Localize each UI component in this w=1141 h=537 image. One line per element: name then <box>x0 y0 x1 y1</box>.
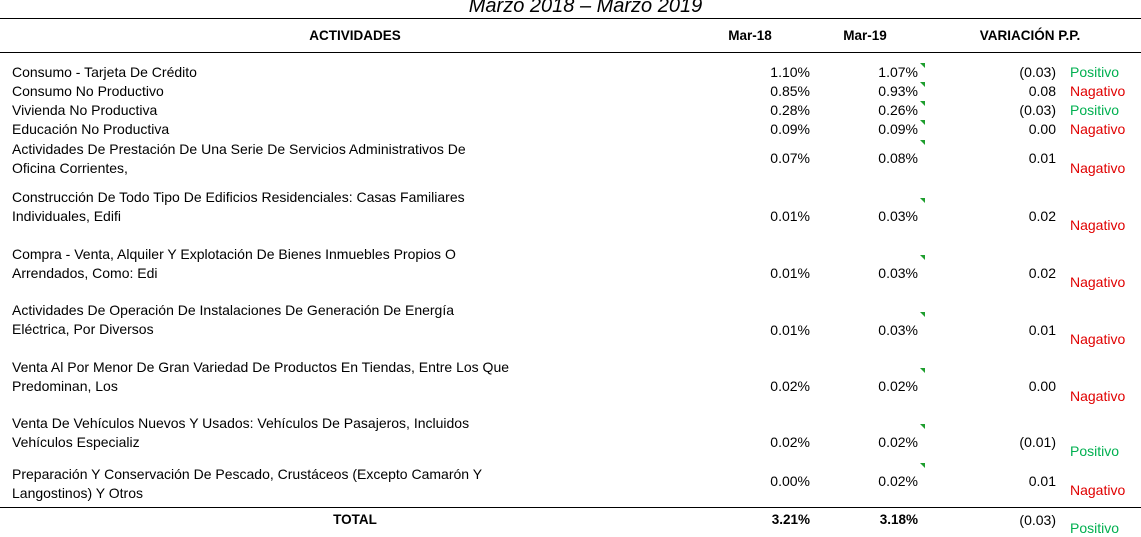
cell: 0.01 <box>1028 322 1056 338</box>
cell-marker <box>920 424 925 429</box>
cell: (0.03) <box>1019 102 1056 118</box>
cell-marker <box>920 463 925 468</box>
cell-marker <box>920 368 925 373</box>
activity: Consumo - Tarjeta De Crédito <box>12 64 197 80</box>
header-cell: ACTIVIDADES <box>309 28 401 43</box>
cell-marker <box>920 140 925 145</box>
activity: Predominan, Los <box>12 378 118 394</box>
cell-marker <box>920 120 925 125</box>
cell-marker <box>920 101 925 106</box>
cell: (0.01) <box>1019 434 1056 450</box>
cell: 0.00 <box>1028 378 1056 394</box>
status: Nagativo <box>1070 160 1126 176</box>
cell: 0.00% <box>770 473 810 489</box>
cell: 0.08 <box>1028 83 1056 99</box>
activity: Educación No Productiva <box>12 121 170 137</box>
rule <box>0 52 1141 53</box>
cell: 0.00 <box>1028 121 1056 137</box>
title: Marzo 2018 – Marzo 2019 <box>468 0 703 17</box>
header-cell: VARIACIÓN P.P. <box>979 28 1081 43</box>
status: Nagativo <box>1070 388 1126 404</box>
cell-marker <box>920 198 925 203</box>
cell-marker <box>920 312 925 317</box>
cell: 0.26% <box>878 102 918 118</box>
activity: Vehículos Especializ <box>12 434 140 450</box>
activity: Oficina Corrientes, <box>12 160 128 176</box>
activity: Eléctrica, Por Diversos <box>12 321 154 337</box>
cell: 0.01 <box>1028 473 1056 489</box>
cell: (0.03) <box>1019 64 1056 80</box>
cell: 0.03% <box>878 265 918 281</box>
status: Nagativo <box>1070 217 1126 233</box>
cell: 0.28% <box>770 102 810 118</box>
status: Nagativo <box>1070 121 1126 137</box>
status: Nagativo <box>1070 331 1126 347</box>
status: Nagativo <box>1070 83 1126 99</box>
cell: 0.93% <box>878 83 918 99</box>
total-cell: 3.18% <box>879 512 918 527</box>
activity: Langostinos) Y Otros <box>12 485 144 501</box>
cell: 1.10% <box>770 64 810 80</box>
activity: Venta De Vehículos Nuevos Y Usados: Vehí… <box>12 415 470 431</box>
cell: 0.01 <box>1028 150 1056 166</box>
cell: 0.03% <box>878 322 918 338</box>
cell: 0.08% <box>878 150 918 166</box>
rule <box>0 18 1141 19</box>
activity: Construcción De Todo Tipo De Edificios R… <box>12 189 465 205</box>
activity: Preparación Y Conservación De Pescado, C… <box>12 466 483 482</box>
cell: 0.02 <box>1028 208 1056 224</box>
cell: 0.02% <box>770 434 810 450</box>
cell-marker <box>920 255 925 260</box>
total-label: TOTAL <box>333 512 377 527</box>
total-cell: (0.03) <box>1019 512 1056 528</box>
header-cell: Mar-18 <box>728 28 772 43</box>
cell: 0.02% <box>770 378 810 394</box>
total-status: Positivo <box>1070 520 1120 536</box>
total-cell: 3.21% <box>771 512 810 527</box>
cell: 0.02% <box>878 378 918 394</box>
activity: Vivienda No Productiva <box>12 102 158 118</box>
activity: Compra - Venta, Alquiler Y Explotación D… <box>12 246 456 262</box>
cell: 1.07% <box>878 64 918 80</box>
header-cell: Mar-19 <box>843 28 887 43</box>
cell: 0.01% <box>770 322 810 338</box>
cell: 0.03% <box>878 208 918 224</box>
cell: 0.02% <box>878 434 918 450</box>
activity: Actividades De Operación De Instalacione… <box>12 302 455 318</box>
activity: Actividades De Prestación De Una Serie D… <box>12 141 466 157</box>
cell-marker <box>920 82 925 87</box>
activity: Individuales, Edifi <box>12 208 121 224</box>
activity: Venta Al Por Menor De Gran Variedad De P… <box>12 359 510 375</box>
cell: 0.02% <box>878 473 918 489</box>
activity: Arrendados, Como: Edi <box>12 265 158 281</box>
status: Positivo <box>1070 443 1120 459</box>
activity: Consumo No Productivo <box>12 83 164 99</box>
cell: 0.02 <box>1028 265 1056 281</box>
cell: 0.01% <box>770 208 810 224</box>
cell: 0.01% <box>770 265 810 281</box>
status: Positivo <box>1070 64 1120 80</box>
cell-marker <box>920 63 925 68</box>
status: Nagativo <box>1070 482 1126 498</box>
cell: 0.85% <box>770 83 810 99</box>
cell: 0.09% <box>770 121 810 137</box>
cell: 0.09% <box>878 121 918 137</box>
status: Positivo <box>1070 102 1120 118</box>
cell: 0.07% <box>770 150 810 166</box>
rule <box>0 507 1141 508</box>
status: Nagativo <box>1070 274 1126 290</box>
